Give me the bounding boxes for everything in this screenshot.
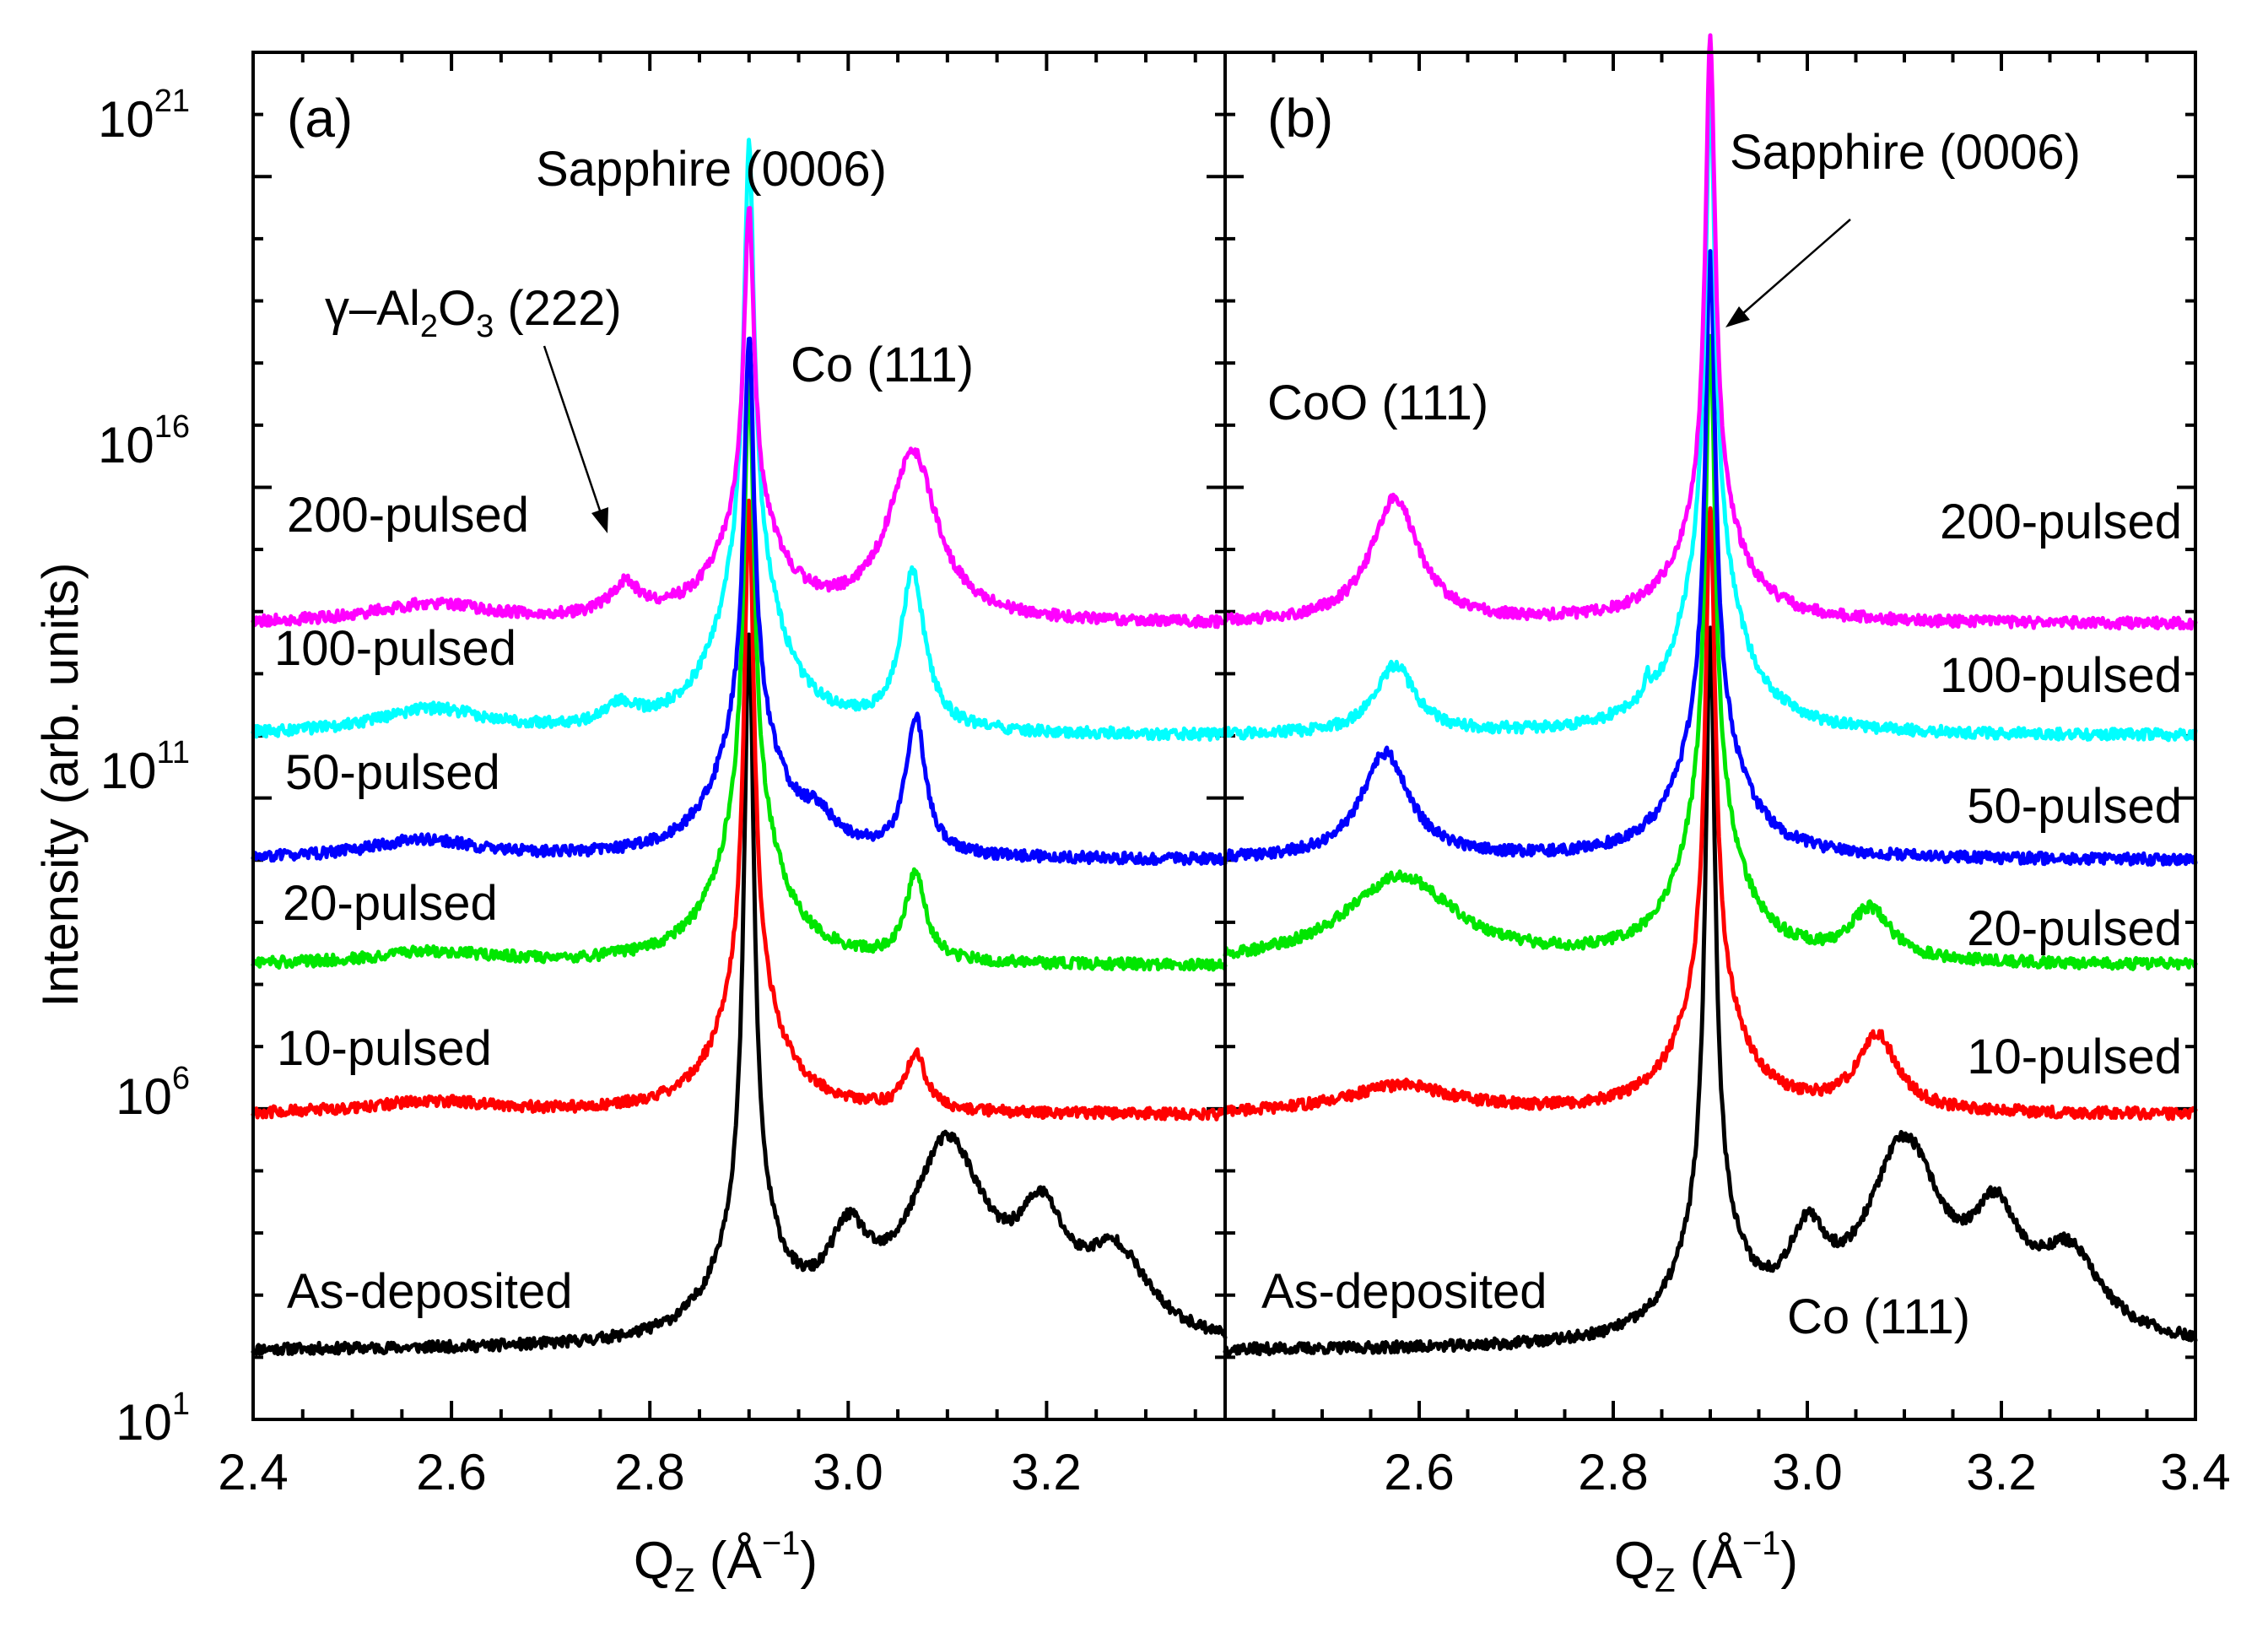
panel-a-sapphire-label: Sapphire (0006) bbox=[536, 142, 887, 197]
series-200-pulsed bbox=[1223, 33, 2198, 631]
panel-a-x-tick-labels: 2.4 2.6 2.8 3.0 3.2 bbox=[218, 1444, 1081, 1500]
panel-a-x-tick-label: 2.8 bbox=[614, 1444, 684, 1500]
series-as-deposited bbox=[251, 632, 1228, 1356]
panel-b-sapphire-label: Sapphire (0006) bbox=[1730, 125, 2081, 180]
panel-a-x-tick-label: 2.6 bbox=[416, 1444, 486, 1500]
panel-a-label-10-pulsed: 10-pulsed bbox=[277, 1021, 492, 1076]
panel-b-traces bbox=[1223, 33, 2198, 1357]
panel-b-x-tick-label: 2.8 bbox=[1578, 1444, 1648, 1500]
panel-b-co-label: Co (111) bbox=[1787, 1289, 1970, 1344]
panel-b-label-20-pulsed: 20-pulsed bbox=[1967, 901, 2182, 956]
series-200-pulsed bbox=[251, 206, 1228, 630]
panel-b-sapphire-arrow-line bbox=[1742, 219, 1851, 315]
panel-b-label-50-pulsed: 50-pulsed bbox=[1967, 779, 2182, 834]
panel-a-label-100-pulsed: 100-pulsed bbox=[274, 621, 516, 676]
series-20-pulsed bbox=[251, 365, 1228, 972]
panel-a-label-200-pulsed: 200-pulsed bbox=[287, 488, 529, 543]
panel-a-gamma-alumina-label: γ–Al2O3 (222) bbox=[325, 281, 622, 344]
panel-a-label-20-pulsed: 20-pulsed bbox=[283, 876, 498, 931]
panel-b-x-tick-label: 2.6 bbox=[1384, 1444, 1454, 1500]
y-tick-label-11: 1011 bbox=[100, 735, 190, 799]
panel-a-label-50-pulsed: 50-pulsed bbox=[285, 745, 500, 800]
series-50-pulsed bbox=[251, 336, 1228, 867]
panel-a-series-labels: 200-pulsed 100-pulsed 50-pulsed 20-pulse… bbox=[274, 488, 573, 1319]
y-tick-labels: 1021 1016 1011 106 101 bbox=[98, 84, 190, 1451]
series-as-deposited bbox=[1223, 625, 2198, 1357]
panel-a-x-axis-title: QZ (Å−1) bbox=[634, 1525, 818, 1599]
panel-b-x-tick-labels: 2.6 2.8 3.0 3.2 3.4 bbox=[1384, 1444, 2230, 1500]
panel-b-coo-label: CoO (111) bbox=[1267, 376, 1488, 430]
panel-a-x-tick-label: 3.2 bbox=[1011, 1444, 1081, 1500]
panel-a-gamma-arrow-line bbox=[543, 345, 602, 514]
panel-a: (a) Sapphire (0006) γ–Al2O3 (222) Co (11… bbox=[251, 51, 1228, 1421]
y-tick-label-16: 1016 bbox=[98, 409, 190, 473]
panel-b-x-tick-label: 3.4 bbox=[2160, 1444, 2230, 1500]
panel-a-x-tick-label: 2.4 bbox=[218, 1444, 288, 1500]
panel-b-label-10-pulsed: 10-pulsed bbox=[1967, 1030, 2182, 1084]
panel-a-label-as-deposited: As-deposited bbox=[287, 1264, 573, 1319]
panel-b-series-labels: 200-pulsed 100-pulsed 50-pulsed 20-pulse… bbox=[1261, 495, 2182, 1319]
panel-b-label-as-deposited: As-deposited bbox=[1261, 1264, 1547, 1319]
series-50-pulsed bbox=[1223, 249, 2198, 867]
panel-b-label-100-pulsed: 100-pulsed bbox=[1940, 648, 2182, 703]
y-axis-title: Intensity (arb. units) bbox=[32, 563, 89, 1008]
panel-b-label-200-pulsed: 200-pulsed bbox=[1940, 495, 2182, 549]
panel-a-co-label: Co (111) bbox=[791, 338, 974, 392]
panel-b-x-tick-label: 3.2 bbox=[1966, 1444, 2036, 1500]
panel-a-traces bbox=[251, 138, 1228, 1356]
panel-b-label: (b) bbox=[1267, 88, 1333, 149]
series-10-pulsed bbox=[1223, 505, 2198, 1122]
panel-b-x-axis-title: QZ (Å−1) bbox=[1614, 1525, 1798, 1599]
panel-a-x-tick-label: 3.0 bbox=[813, 1444, 883, 1500]
y-tick-label-1: 101 bbox=[116, 1386, 190, 1451]
panel-b: (b) Sapphire (0006) CoO (111) Co (111) 2… bbox=[1223, 33, 2198, 1421]
y-tick-label-6: 106 bbox=[116, 1061, 190, 1125]
series-10-pulsed bbox=[251, 498, 1228, 1122]
panel-b-frame bbox=[1223, 51, 2197, 1421]
y-tick-label-21: 1021 bbox=[98, 84, 190, 148]
panel-a-gamma-arrowhead bbox=[591, 507, 608, 533]
series-20-pulsed bbox=[1223, 333, 2198, 971]
panel-b-x-tick-label: 3.0 bbox=[1772, 1444, 1842, 1500]
panel-a-label: (a) bbox=[287, 88, 353, 149]
panel-b-sapphire-arrowhead bbox=[1725, 306, 1750, 327]
